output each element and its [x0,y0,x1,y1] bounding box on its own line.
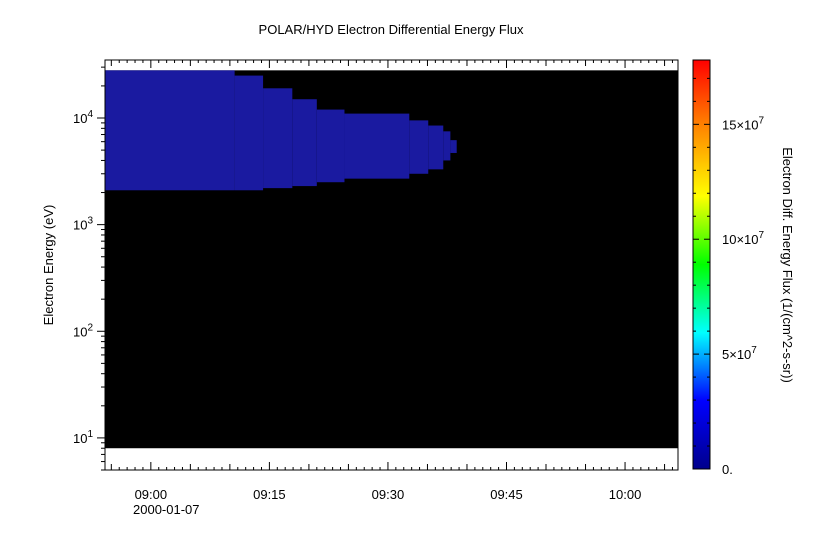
plot-frame [104,59,679,471]
flux-cell [316,109,345,183]
x-tick-label: 09:15 [253,487,286,502]
colorbar [692,59,711,470]
flux-cell [428,125,444,170]
flux-cell [292,99,317,187]
x-date-label: 2000-01-07 [133,502,200,517]
flux-cell [443,131,451,161]
colorbar-axis: 0. 5×107 10×107 15×107 [693,77,765,477]
y-axis: 101 102 103 104 [73,66,105,471]
flux-cell [450,140,457,153]
flux-cell [105,70,235,191]
y-tick-label: 102 [73,322,93,339]
flux-cell [234,75,264,191]
x-tick-label: 10:00 [609,487,642,502]
colorbar-tick-label: 0. [722,462,733,477]
x-axis: 09:00 09:15 09:30 09:45 10:00 [110,60,673,502]
flux-cell [263,88,293,189]
colorbar-tick-label: 10×107 [722,230,765,247]
colorbar-label: Electron Diff. Energy Flux (1/(cm^2-s-sr… [780,147,795,383]
x-tick-label: 09:45 [490,487,523,502]
chart-title: POLAR/HYD Electron Differential Energy F… [259,22,524,37]
colorbar-tick-label: 5×107 [722,345,757,362]
data-layer [105,70,678,449]
flux-cell [409,120,429,174]
y-tick-label: 103 [73,216,93,233]
x-tick-label: 09:30 [372,487,405,502]
x-tick-label: 09:00 [135,487,168,502]
flux-cell [344,113,410,179]
y-axis-label: Electron Energy (eV) [41,205,56,326]
colorbar-tick-label: 15×107 [722,115,765,132]
y-tick-label: 104 [73,109,93,126]
y-tick-label: 101 [73,429,93,446]
